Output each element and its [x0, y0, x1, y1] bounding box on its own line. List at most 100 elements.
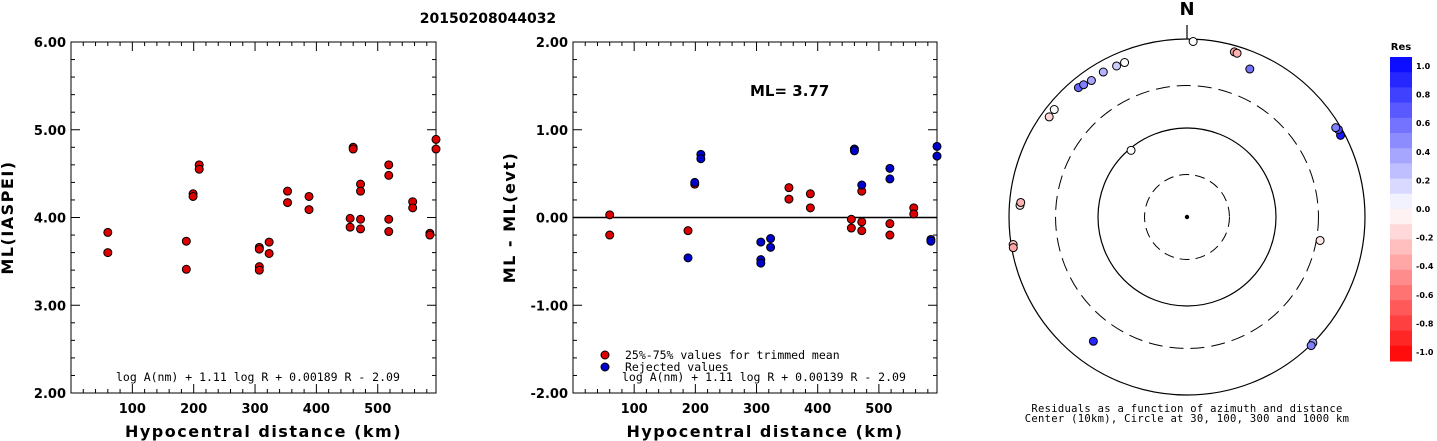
data-point [264, 248, 274, 258]
data-point [356, 186, 366, 196]
x-tick-label: 200 [180, 402, 207, 417]
data-point [784, 183, 794, 193]
colorbar-label: 0.6 [1416, 119, 1431, 128]
station-point [1245, 64, 1255, 74]
x-tick-label: 400 [303, 402, 330, 417]
y-tick-label: -1.00 [531, 299, 568, 314]
ring-300km [1055, 85, 1319, 349]
ring-100km [1097, 127, 1277, 307]
colorbar-title: Res [1391, 42, 1411, 53]
data-point [103, 248, 113, 258]
colorbar-swatch [1390, 224, 1412, 240]
station-point [1008, 243, 1018, 253]
north-label: N [1179, 0, 1194, 20]
data-point [181, 236, 191, 246]
x-tick-label: 200 [682, 402, 709, 417]
data-point [756, 237, 766, 247]
data-point [103, 227, 113, 237]
station-point [1098, 67, 1108, 77]
data-point [696, 154, 706, 164]
x-axis-label: Hypocentral distance (km) [125, 422, 402, 441]
colorbar-swatch [1390, 72, 1412, 88]
y-tick-label: 4.00 [34, 212, 66, 227]
data-point [384, 227, 394, 237]
legend-label: Rejected values [625, 360, 729, 374]
colorbar-swatch [1390, 87, 1412, 104]
y-axis-label: ML(IASPEI) [0, 160, 17, 274]
y-tick-label: 3.00 [34, 299, 66, 314]
data-point [805, 189, 815, 199]
formula-annotation: log A(nm) + 1.11 log R + 0.00139 R - 2.0… [622, 370, 906, 384]
y-tick-label: 6.00 [34, 36, 66, 51]
data-point [683, 226, 693, 236]
data-point [283, 186, 293, 196]
legend-marker [600, 350, 610, 360]
colorbar-swatch [1390, 285, 1412, 301]
figure-title: 20150208044032 [420, 11, 556, 27]
data-point [408, 203, 418, 213]
data-point [431, 134, 441, 144]
data-point [384, 170, 394, 180]
y-tick-label: 2.00 [536, 36, 568, 51]
data-point [766, 234, 776, 244]
colorbar-label: -0.8 [1416, 319, 1434, 328]
colorbar-swatch [1390, 330, 1412, 347]
data-point [932, 141, 942, 151]
legend-label: 25%-75% values for trimmed mean [625, 348, 840, 362]
data-point [885, 219, 895, 229]
colorbar-swatch [1390, 209, 1412, 225]
x-tick-label: 400 [804, 402, 831, 417]
y-tick-label: 5.00 [34, 124, 66, 139]
ring-30km [1144, 174, 1230, 260]
data-point [909, 209, 919, 219]
y-tick-label: 0.00 [536, 212, 568, 227]
y-tick-label: 1.00 [536, 124, 568, 139]
data-point [304, 191, 314, 201]
data-point [885, 163, 895, 173]
colorbar-swatch [1390, 102, 1412, 119]
x-tick-label: 500 [865, 402, 892, 417]
colorbar-swatch [1390, 269, 1412, 286]
polar-caption: Residuals as a function of azimuth and d… [1031, 403, 1342, 415]
data-point [384, 214, 394, 224]
data-point [766, 242, 776, 252]
y-tick-label: 2.00 [34, 387, 66, 402]
legend-marker [600, 362, 610, 372]
y-axis-label: ML - ML(evt) [500, 152, 519, 284]
data-point [690, 177, 700, 187]
ml-iaspei-panel: 2.00 3.00 4.00 5.00 6.00 100 200 300 400 500 Hypoc… [0, 36, 441, 441]
x-tick-label: 300 [241, 402, 268, 417]
colorbar-label: 0.2 [1416, 176, 1430, 185]
data-point [254, 244, 264, 254]
colorbar-swatch [1390, 133, 1412, 149]
data-point [425, 230, 435, 240]
data-point [181, 264, 191, 274]
station-point [1049, 105, 1059, 115]
data-point [264, 237, 274, 247]
station-point [1120, 58, 1130, 68]
colorbar-swatch [1390, 254, 1412, 271]
colorbar-swatch [1390, 315, 1412, 332]
data-point [857, 217, 867, 227]
data-point [846, 214, 856, 224]
data-point [348, 144, 358, 154]
colorbar-label: -1.0 [1416, 348, 1434, 357]
station-point [1331, 123, 1341, 133]
data-point [188, 191, 198, 201]
plot-frame [70, 41, 437, 394]
data-point [846, 223, 856, 233]
data-point [384, 160, 394, 170]
y-tick-label: -2.00 [531, 387, 568, 402]
colorbar-label: 0.4 [1416, 148, 1431, 157]
station-point [1315, 235, 1325, 245]
data-point [926, 236, 936, 246]
data-point [849, 146, 859, 156]
colorbar-label: -0.4 [1416, 262, 1434, 271]
station-point [1086, 76, 1096, 86]
colorbar-label: 0.0 [1416, 205, 1431, 214]
station-point [1232, 48, 1242, 58]
colorbar-swatch [1390, 239, 1412, 256]
data-point [431, 144, 441, 154]
center-dot [1184, 214, 1190, 220]
